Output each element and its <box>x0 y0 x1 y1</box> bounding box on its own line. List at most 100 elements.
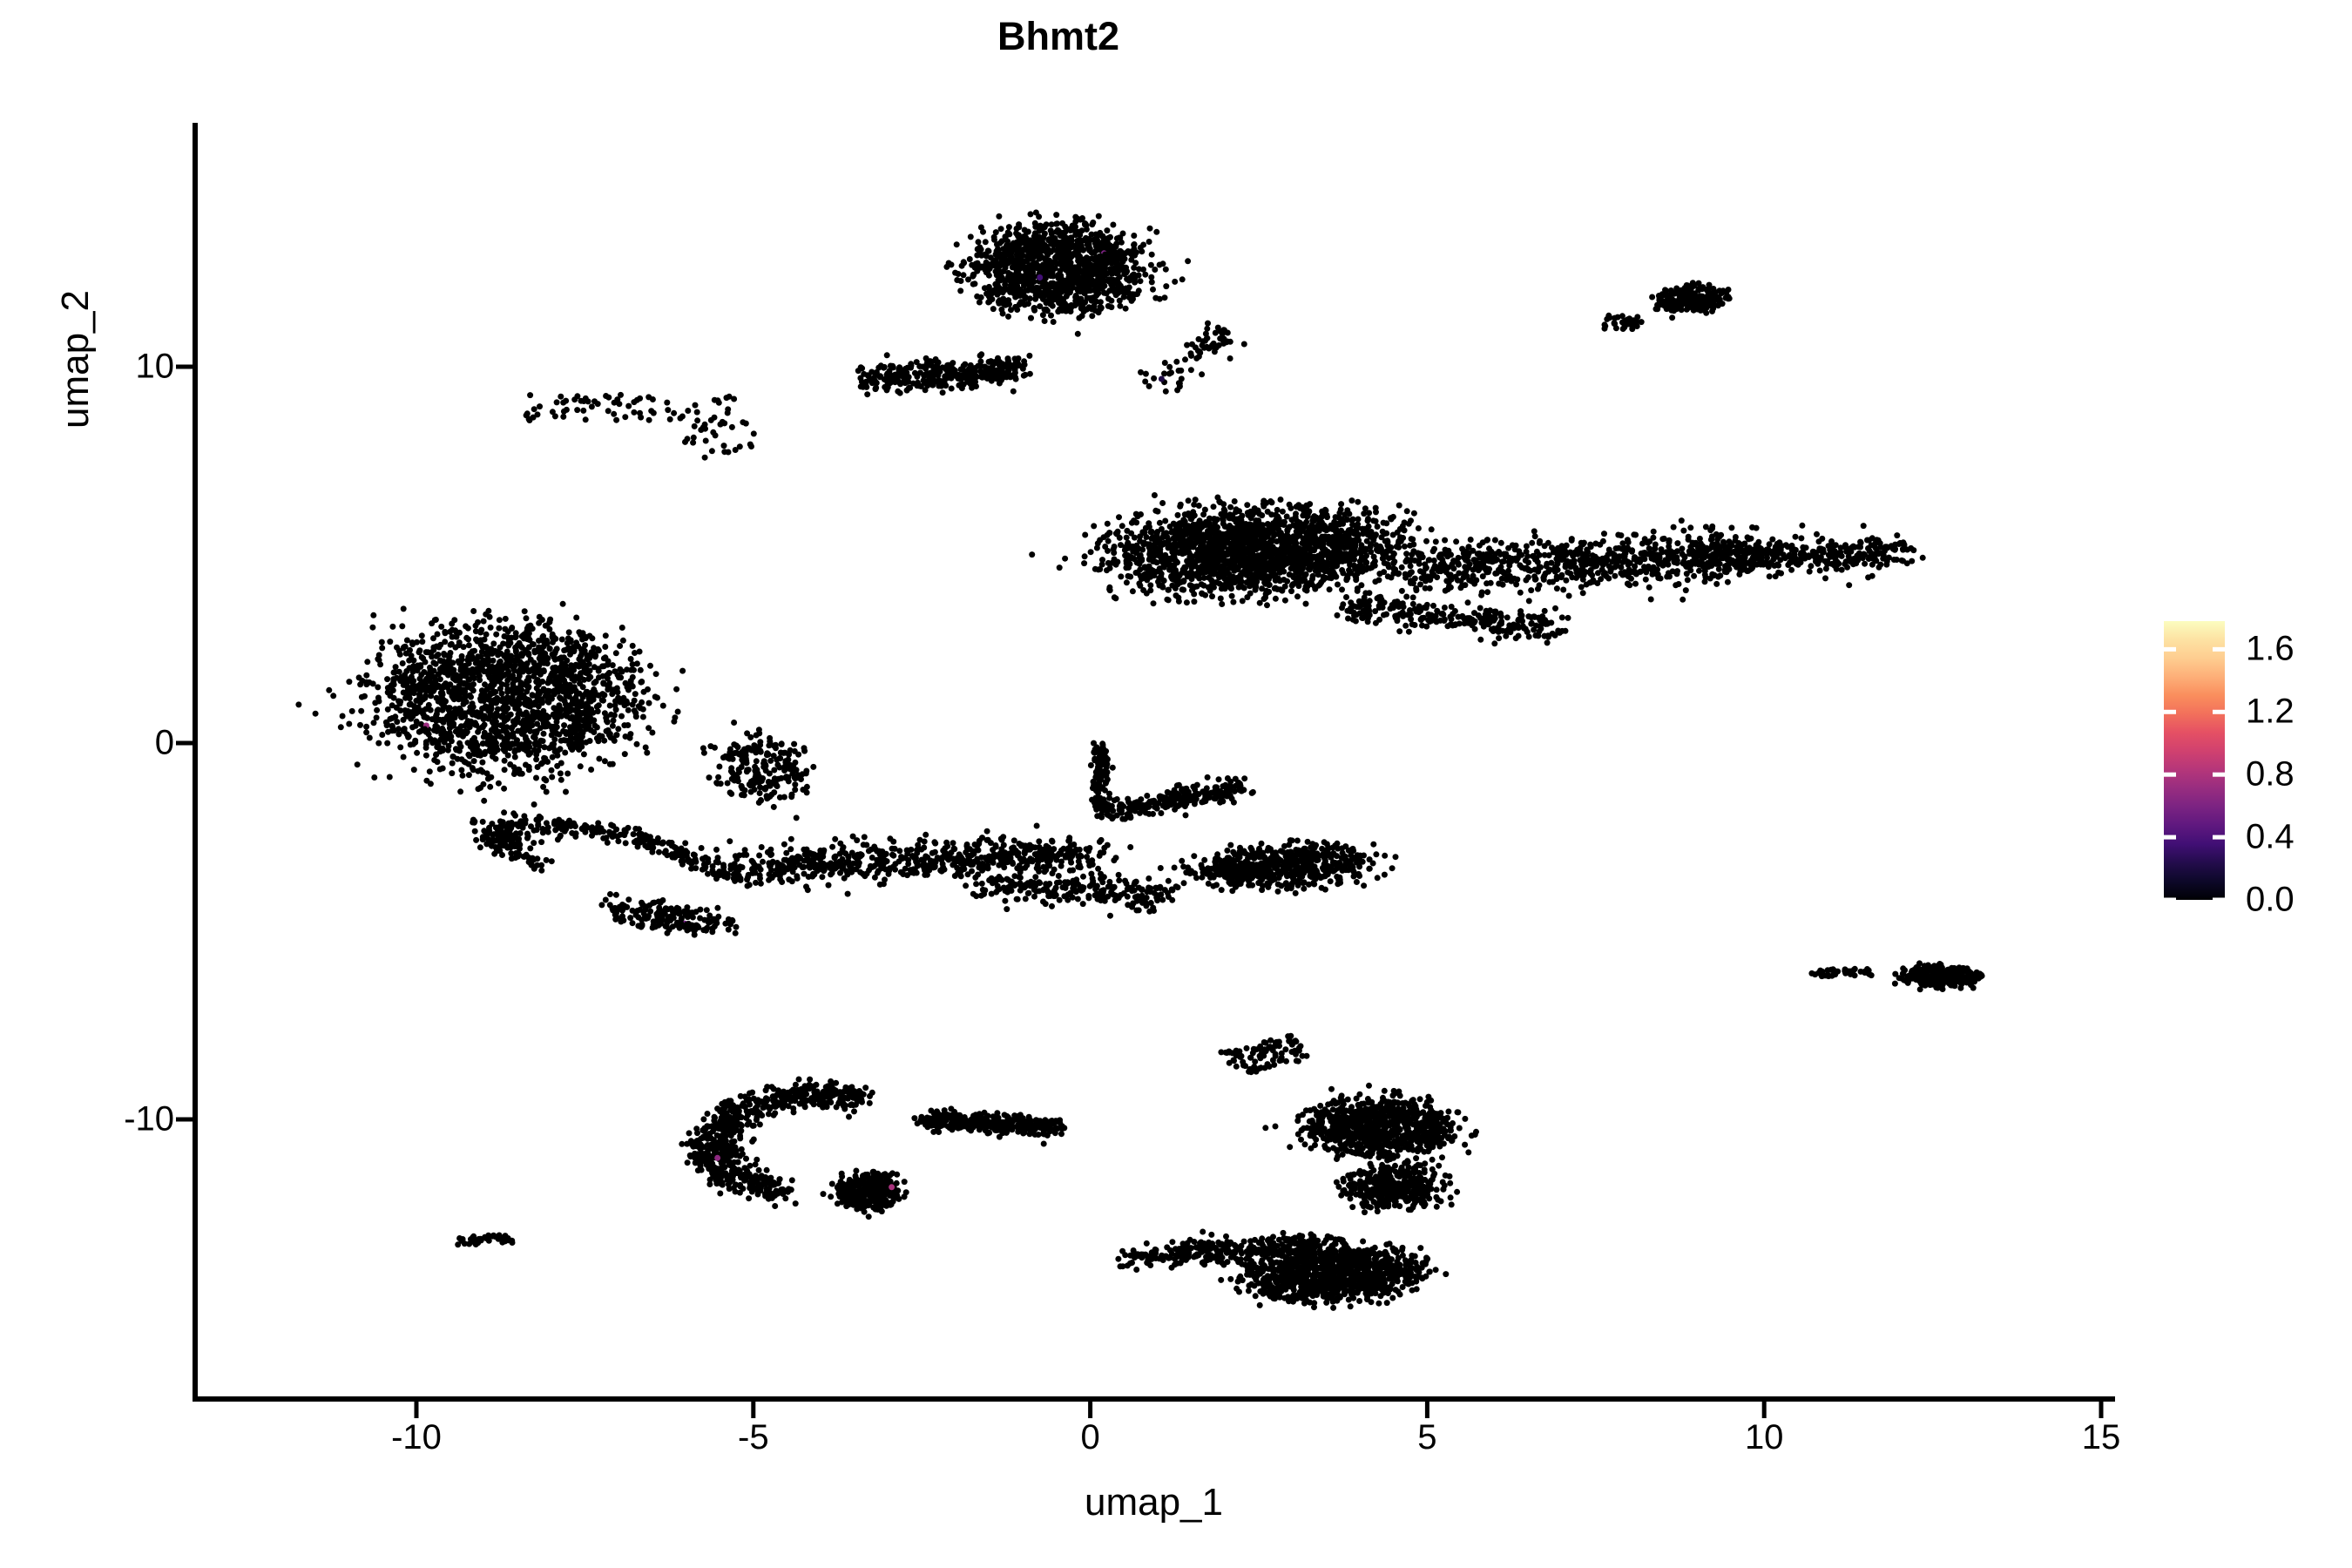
data-point <box>525 685 531 691</box>
data-point <box>619 913 625 920</box>
data-point <box>379 645 386 652</box>
data-point <box>868 855 875 861</box>
data-point <box>1131 264 1138 271</box>
data-point <box>544 637 551 644</box>
data-point <box>923 853 929 860</box>
data-point <box>1092 308 1098 314</box>
data-point <box>682 911 689 918</box>
data-point <box>948 385 955 392</box>
data-point <box>1073 888 1079 895</box>
data-point <box>1163 283 1170 290</box>
data-point <box>821 847 828 854</box>
data-point <box>722 754 729 760</box>
data-point <box>572 830 579 837</box>
data-point <box>1085 242 1092 249</box>
data-point <box>602 632 609 639</box>
data-point <box>897 367 904 373</box>
data-point <box>995 246 1001 253</box>
data-point <box>475 618 481 625</box>
data-point <box>1116 234 1123 241</box>
data-point <box>476 677 483 684</box>
data-point <box>637 666 644 673</box>
data-point <box>792 781 799 788</box>
data-point <box>618 625 625 631</box>
data-point <box>1046 849 1053 856</box>
data-point <box>1107 912 1113 919</box>
data-point <box>497 659 503 666</box>
data-point <box>960 272 967 279</box>
data-point <box>630 831 637 838</box>
data-point <box>609 722 616 729</box>
data-point <box>635 703 642 710</box>
data-point <box>963 841 970 848</box>
data-point <box>550 639 556 645</box>
data-point <box>965 855 972 862</box>
data-point <box>549 754 556 760</box>
data-point <box>960 362 967 369</box>
data-point <box>1064 896 1071 903</box>
data-point <box>1028 314 1034 321</box>
data-point <box>793 814 800 821</box>
data-point <box>422 739 429 746</box>
data-point <box>664 920 671 927</box>
data-point <box>756 730 763 737</box>
data-point <box>788 791 795 798</box>
data-point <box>536 638 542 644</box>
data-point <box>475 728 482 735</box>
data-point <box>1060 239 1066 246</box>
data-point <box>698 845 705 851</box>
data-point <box>476 661 483 668</box>
data-point <box>649 729 656 736</box>
data-point <box>792 759 799 766</box>
data-point <box>582 395 589 402</box>
data-point <box>886 868 893 875</box>
data-point <box>843 859 850 866</box>
data-point <box>525 416 532 422</box>
data-point <box>1158 891 1165 898</box>
data-point <box>492 740 499 747</box>
data-point <box>390 669 397 676</box>
data-point <box>1096 838 1103 845</box>
data-point <box>632 713 639 720</box>
data-point <box>448 665 455 672</box>
data-point <box>979 835 985 841</box>
data-point <box>1132 279 1139 286</box>
data-point <box>517 679 524 686</box>
data-point <box>640 833 647 840</box>
data-point <box>577 680 584 687</box>
data-point <box>732 877 739 884</box>
data-point <box>462 672 469 679</box>
data-point <box>513 821 520 828</box>
data-point <box>1003 246 1009 253</box>
data-point <box>982 363 989 370</box>
data-point <box>794 873 801 880</box>
data-point <box>490 831 497 838</box>
data-point <box>781 794 787 801</box>
data-point <box>399 660 406 666</box>
data-point <box>946 855 953 862</box>
data-point <box>369 624 376 631</box>
data-point <box>497 848 504 855</box>
data-points-layer <box>295 209 1985 1311</box>
data-point <box>724 874 731 881</box>
data-point <box>358 707 365 714</box>
data-point <box>1031 253 1038 260</box>
data-point <box>1112 855 1119 862</box>
data-point <box>565 728 572 735</box>
data-point <box>640 910 647 916</box>
data-point <box>1131 233 1138 239</box>
data-point <box>489 650 496 657</box>
data-point <box>985 247 992 254</box>
data-point <box>1169 896 1176 903</box>
data-point <box>577 672 584 679</box>
data-point <box>1031 274 1037 280</box>
data-point <box>1015 355 1022 362</box>
data-point <box>883 858 890 865</box>
data-point <box>855 862 862 869</box>
data-point <box>973 893 980 900</box>
data-point <box>493 631 500 638</box>
data-point <box>475 786 482 793</box>
data-point <box>932 356 939 362</box>
data-point <box>760 763 767 770</box>
data-point <box>552 706 559 713</box>
